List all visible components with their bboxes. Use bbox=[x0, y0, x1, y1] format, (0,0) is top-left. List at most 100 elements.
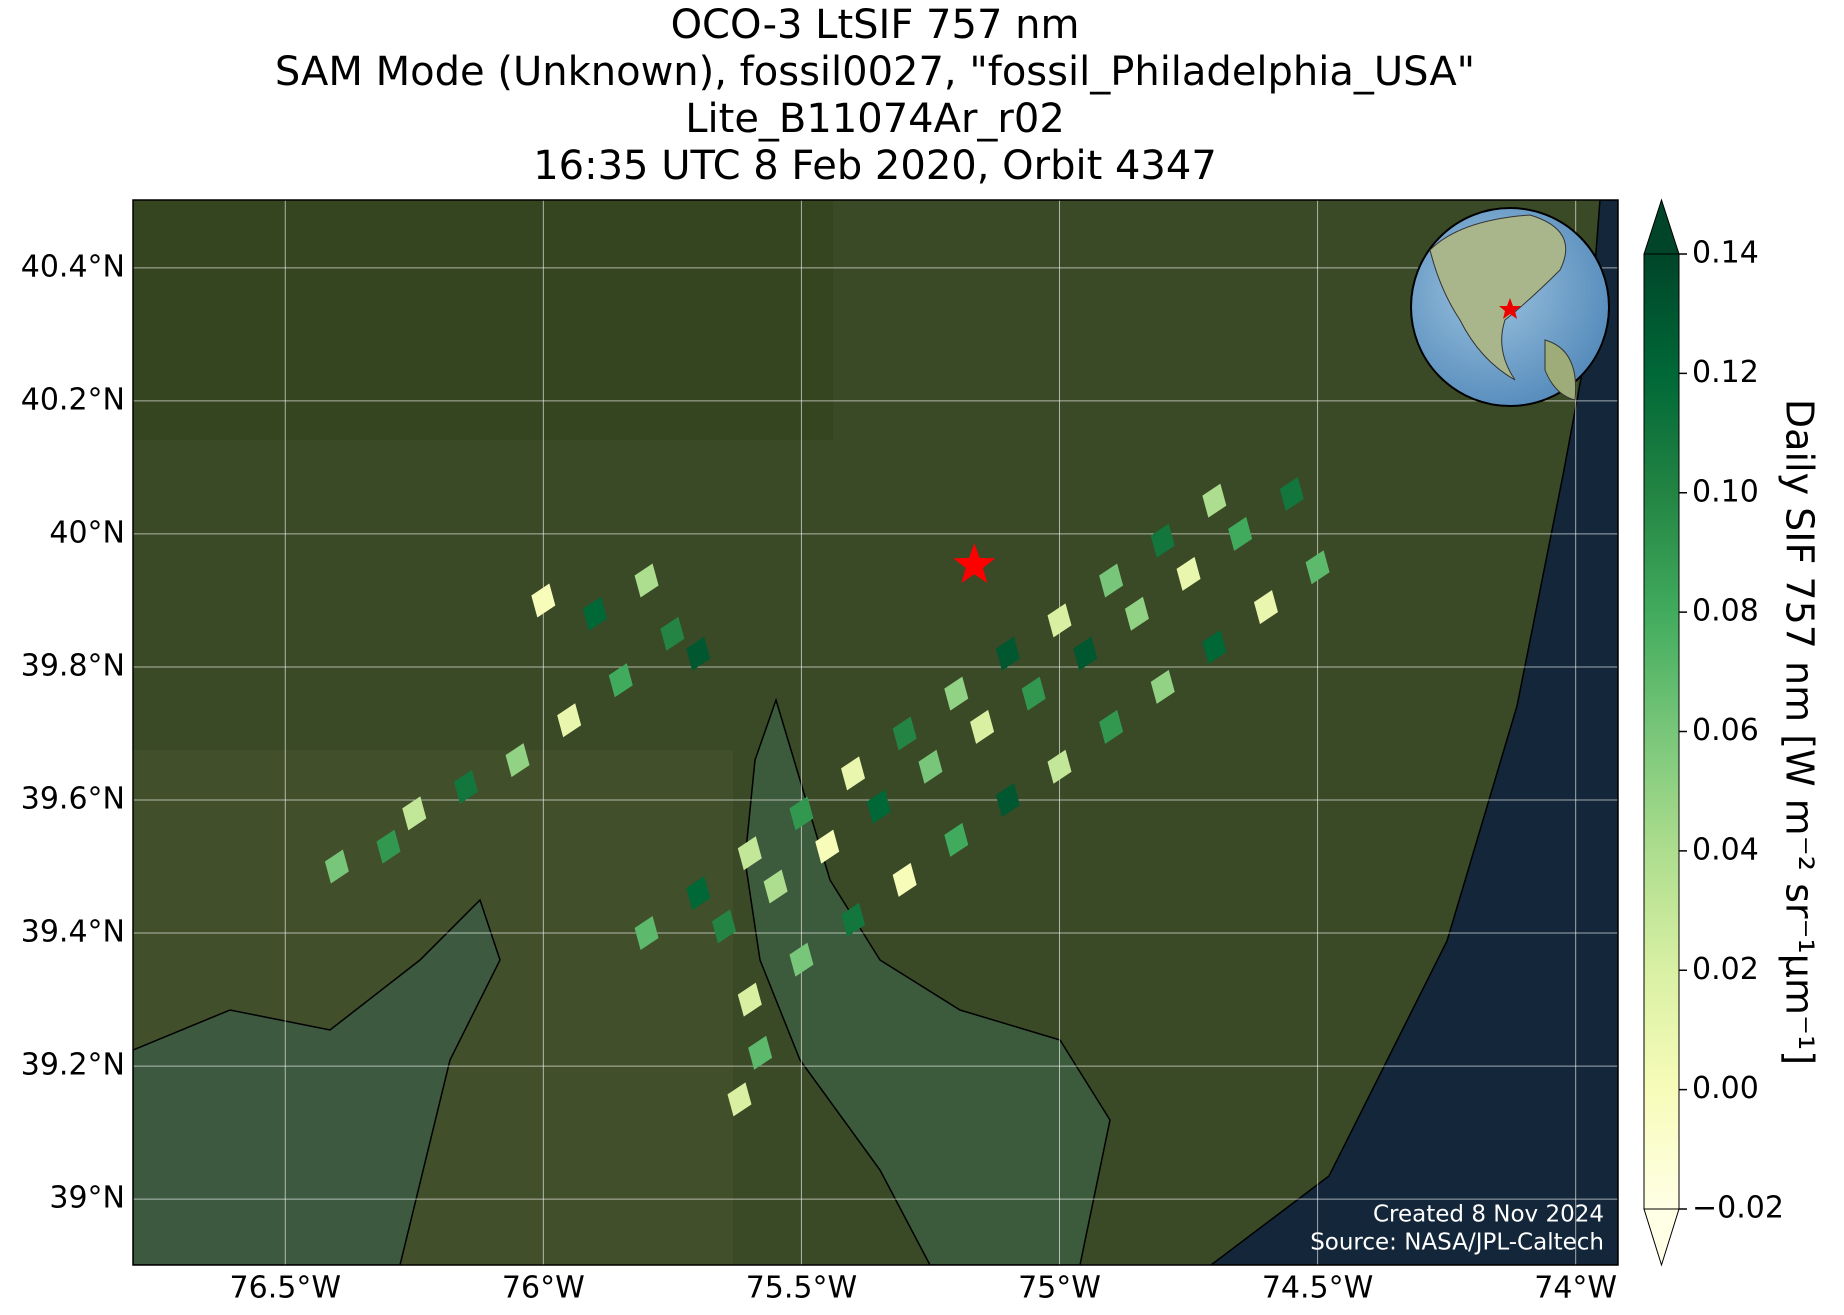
y-tick-label: 39.8°N bbox=[21, 648, 125, 683]
globe-marker bbox=[1499, 298, 1521, 319]
footprints bbox=[324, 477, 1330, 1117]
title-line: Lite_B11074Ar_r02 bbox=[685, 96, 1065, 142]
footprint bbox=[1202, 483, 1227, 518]
colorbar-extend-max bbox=[1643, 198, 1680, 255]
x-tick-label: 76°W bbox=[502, 1271, 585, 1306]
footprint bbox=[505, 743, 530, 778]
y-tick-label: 39.6°N bbox=[21, 782, 125, 817]
y-tick-label: 39.4°N bbox=[21, 915, 125, 950]
footprint bbox=[866, 789, 891, 824]
footprint bbox=[944, 676, 969, 711]
footprint bbox=[763, 869, 788, 904]
footprint bbox=[660, 616, 685, 651]
footprint bbox=[737, 982, 762, 1017]
footprint bbox=[944, 822, 969, 857]
footprint bbox=[892, 716, 917, 751]
target-marker bbox=[953, 543, 996, 583]
globe-land bbox=[1429, 214, 1567, 381]
footprint bbox=[841, 756, 866, 791]
footprint bbox=[1202, 630, 1227, 665]
footprint bbox=[634, 563, 659, 598]
colorbar-tick-label: 0.04 bbox=[1692, 832, 1759, 867]
colorbar-ramp bbox=[1644, 254, 1679, 1209]
footprint bbox=[727, 1082, 752, 1117]
footprint bbox=[995, 636, 1020, 671]
footprint bbox=[376, 829, 401, 864]
globe-inset bbox=[1410, 207, 1610, 407]
title-line: OCO-3 LtSIF 757 nm bbox=[671, 2, 1080, 48]
footprint bbox=[748, 1035, 773, 1070]
footprint bbox=[1150, 523, 1175, 558]
land-ridge bbox=[133, 200, 833, 440]
y-tick-label: 39.2°N bbox=[21, 1048, 125, 1083]
footprint bbox=[453, 769, 478, 804]
annotation: Source: NASA/JPL-Caltech bbox=[1310, 1230, 1604, 1256]
footprint bbox=[1305, 550, 1330, 585]
footprint bbox=[1021, 676, 1046, 711]
footprint bbox=[737, 836, 762, 871]
footprint bbox=[1124, 596, 1149, 631]
colorbar-tick-label: 0.06 bbox=[1692, 713, 1759, 748]
footprint bbox=[712, 909, 737, 944]
footprint bbox=[634, 916, 659, 951]
colorbar-tick-label: 0.10 bbox=[1692, 474, 1759, 509]
footprint bbox=[324, 849, 349, 884]
colorbar-tick-label: 0.14 bbox=[1692, 236, 1759, 271]
footprint bbox=[582, 596, 607, 631]
x-tick-label: 74.5°W bbox=[1262, 1271, 1373, 1306]
colorbar-tick-label: 0.02 bbox=[1692, 952, 1759, 987]
footprint bbox=[918, 749, 943, 784]
footprint bbox=[1150, 669, 1175, 704]
x-tick-label: 75.5°W bbox=[746, 1271, 857, 1306]
footprint bbox=[789, 942, 814, 977]
footprint bbox=[1047, 749, 1072, 784]
footprint bbox=[686, 636, 711, 671]
footprint bbox=[1099, 563, 1124, 598]
title-line: 16:35 UTC 8 Feb 2020, Orbit 4347 bbox=[533, 143, 1217, 189]
y-tick-label: 39°N bbox=[49, 1181, 125, 1216]
footprint bbox=[892, 862, 917, 897]
delaware-bay bbox=[744, 697, 1111, 1265]
colorbar-tick-label: −0.02 bbox=[1692, 1191, 1784, 1226]
colorbar-tick-label: 0.08 bbox=[1692, 594, 1759, 629]
x-tick-label: 75°W bbox=[1018, 1271, 1101, 1306]
footprint bbox=[970, 709, 995, 744]
footprint bbox=[1073, 636, 1098, 671]
y-tick-label: 40°N bbox=[49, 515, 125, 550]
colorbar-tick-label: 0.00 bbox=[1692, 1071, 1759, 1106]
footprint bbox=[557, 703, 582, 738]
footprint bbox=[1228, 516, 1253, 551]
title-line: SAM Mode (Unknown), fossil0027, "fossil_… bbox=[275, 49, 1475, 95]
footprint bbox=[815, 829, 840, 864]
footprint bbox=[1253, 590, 1278, 625]
colorbar-extend-min bbox=[1643, 1208, 1680, 1267]
y-tick-label: 40.4°N bbox=[21, 249, 125, 284]
footprint bbox=[1099, 709, 1124, 744]
footprint bbox=[995, 783, 1020, 818]
annotation: Created 8 Nov 2024 bbox=[1373, 1202, 1604, 1228]
x-tick-label: 76.5°W bbox=[230, 1271, 341, 1306]
grid bbox=[133, 200, 1618, 1265]
footprint bbox=[841, 902, 866, 937]
footprint bbox=[1176, 556, 1201, 591]
footprint bbox=[531, 583, 556, 618]
y-tick-label: 40.2°N bbox=[21, 382, 125, 417]
ocean bbox=[1209, 200, 1618, 1265]
colorbar-tick-label: 0.12 bbox=[1692, 355, 1759, 390]
map-frame bbox=[132, 199, 1619, 1266]
footprint bbox=[686, 876, 711, 911]
x-tick-label: 74°W bbox=[1534, 1271, 1617, 1306]
footprint bbox=[608, 663, 633, 698]
basemap bbox=[133, 200, 1618, 1265]
footprint bbox=[402, 796, 427, 831]
chesapeake-bay bbox=[133, 898, 501, 1265]
footprint bbox=[1279, 477, 1304, 512]
footprint bbox=[789, 796, 814, 831]
colorbar: Daily SIF 757 nm [W m⁻² sr⁻¹μm⁻¹] −0.02 0… bbox=[1643, 198, 1822, 1267]
globe-land bbox=[1544, 339, 1577, 401]
colorbar-label: Daily SIF 757 nm [W m⁻² sr⁻¹μm⁻¹] bbox=[1778, 399, 1822, 1065]
footprint bbox=[1047, 603, 1072, 638]
